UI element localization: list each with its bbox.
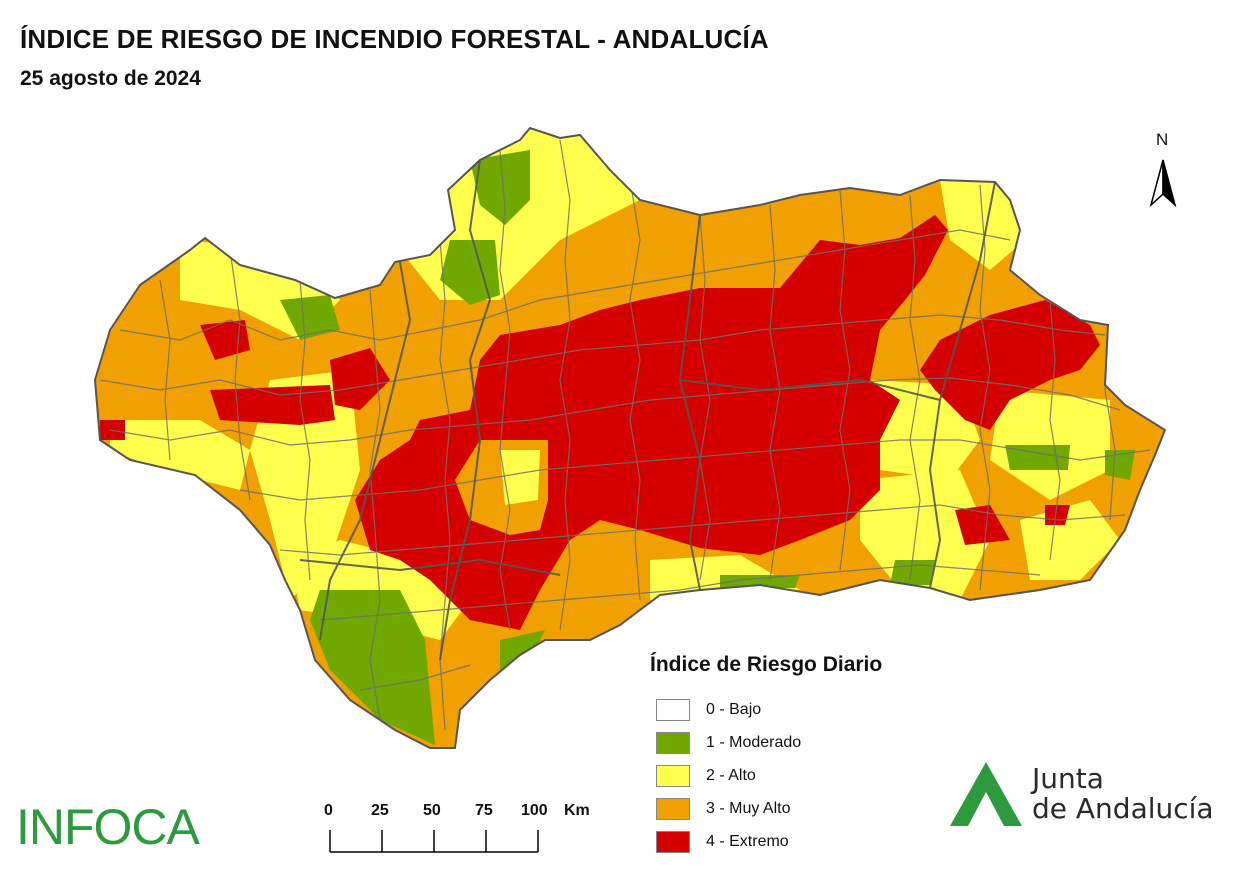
map-title: ÍNDICE DE RIESGO DE INCENDIO FORESTAL - … [20, 24, 769, 54]
zone-extremo-granada-north [920, 300, 1100, 430]
legend-label: 0 - Bajo [706, 700, 762, 718]
zone-alto-seville-west [250, 370, 360, 600]
zone-moderado-almeria-filabres [1005, 445, 1070, 470]
legend-item-bajo: 0 - Bajo [656, 693, 882, 726]
scale-ruler [329, 830, 539, 853]
legend-swatch-moderado [656, 731, 690, 754]
map-date: 25 agosto de 2024 [20, 67, 201, 90]
legend-label: 4 - Extremo [706, 832, 789, 850]
legend-swatch-bajo [656, 698, 690, 721]
legend-title: Índice de Riesgo Diario [650, 653, 883, 676]
zone-extremo-granada-south [955, 505, 1010, 545]
zone-extremo-huelva-west [210, 385, 335, 425]
andalucia-outline [93, 126, 1167, 749]
north-label: N [1156, 130, 1169, 149]
zone-extremo-sevilla-north [330, 348, 390, 410]
scale-tick-label: 75 [475, 802, 493, 819]
zone-alto-campina [500, 450, 540, 505]
scale-tick-label: 50 [423, 802, 441, 819]
legend-item-extremo: 4 - Extremo [656, 825, 882, 858]
junta-de-andalucia-logo: Junta de Andalucía [948, 760, 1218, 830]
zone-moderado-huelva-north [280, 295, 340, 340]
scale-tick-label: 25 [371, 802, 389, 819]
scale-unit: Km [564, 802, 590, 819]
legend-item-muy-alto: 3 - Muy Alto [656, 792, 882, 825]
scale-tick-label: 100 [521, 802, 548, 819]
zone-moderado-malaga-coast [720, 575, 800, 588]
municipal-borders [99, 139, 1151, 731]
junta-text-line1: Junta [1032, 762, 1104, 795]
zone-moderado-cadiz-south [310, 590, 435, 745]
legend-swatch-muy-alto [656, 797, 690, 820]
legend-swatch-alto [656, 764, 690, 787]
province-borders [299, 159, 996, 661]
legend-item-moderado: 1 - Moderado [656, 726, 882, 759]
junta-emblem-icon [950, 762, 1022, 826]
north-arrow-icon [1149, 159, 1177, 208]
legend-item-alto: 2 - Alto [656, 759, 882, 792]
zone-moderado-almeria-east [1105, 450, 1135, 480]
legend-label: 1 - Moderado [706, 733, 802, 751]
legend-label: 2 - Alto [706, 766, 756, 784]
scale-bar: 0 25 50 75 100 Km [320, 800, 590, 860]
scale-tick-label: 0 [324, 802, 333, 819]
zone-alto-huelva-coast [110, 420, 250, 490]
junta-text-line2: de Andalucía [1032, 792, 1214, 825]
zone-moderado-sierra-norte [470, 150, 530, 225]
legend: Índice de Riesgo Diario 0 - Bajo 1 - Mod… [650, 653, 882, 858]
zone-moderado-sierra-aracena [440, 240, 500, 305]
legend-label: 3 - Muy Alto [706, 799, 791, 817]
legend-swatch-extremo [656, 830, 690, 853]
infoca-logo: INFOCA [16, 799, 200, 855]
